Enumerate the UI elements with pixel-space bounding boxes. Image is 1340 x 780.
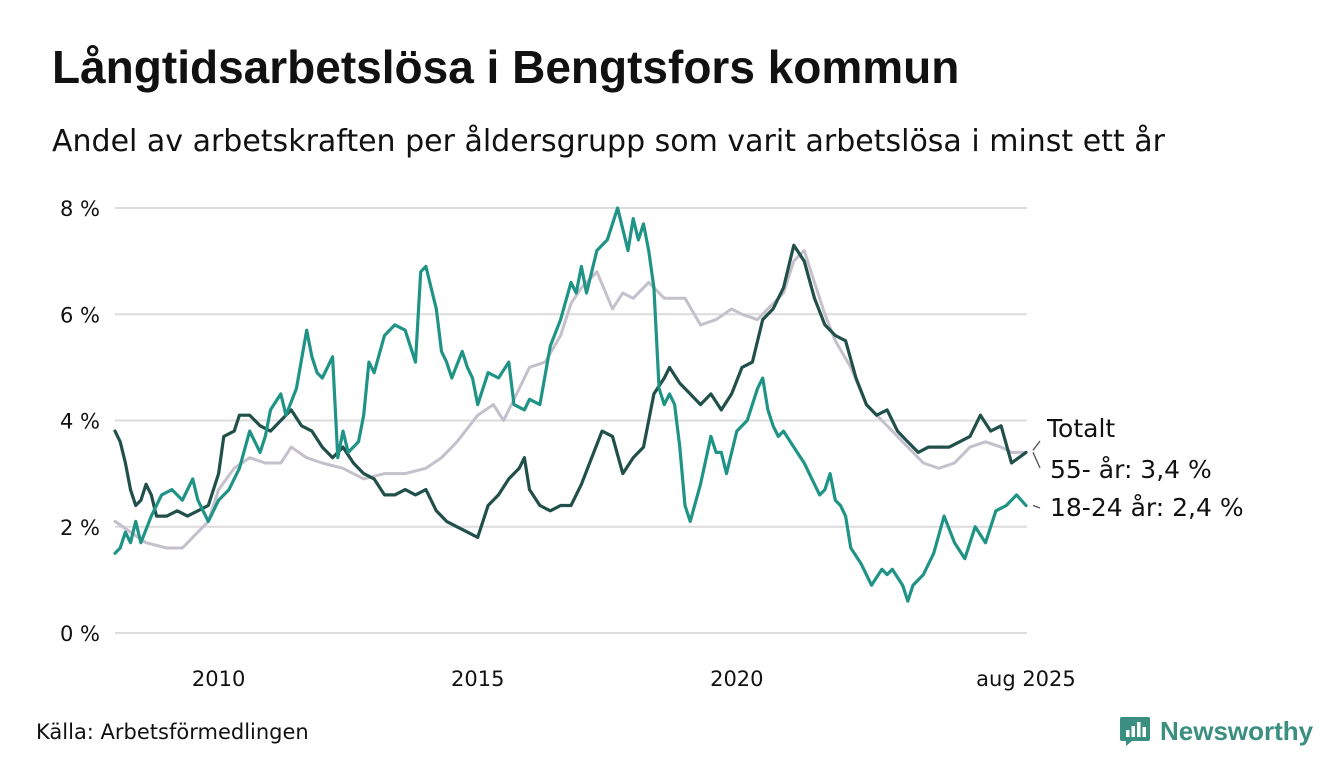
x-tick-label: aug 2025 xyxy=(976,667,1076,691)
series-leader-line xyxy=(1032,452,1041,469)
series-end-label: 55- år: 3,4 % xyxy=(1050,455,1212,484)
series-line xyxy=(113,206,1028,603)
series-leader-line xyxy=(1032,504,1041,509)
x-tick-label: 2020 xyxy=(710,667,763,691)
x-tick-label: 2015 xyxy=(451,667,504,691)
source-note: Källa: Arbetsförmedlingen xyxy=(36,720,309,744)
series-leader-line xyxy=(1032,440,1041,451)
brand-name: Newsworthy xyxy=(1160,715,1314,746)
brand-logo[interactable]: Newsworthy xyxy=(1118,713,1313,749)
chart-title: Långtidsarbetslösa i Bengtsfors kommun xyxy=(52,41,960,93)
y-tick-label: 6 % xyxy=(60,303,100,327)
series-end-label: 18-24 år: 2,4 % xyxy=(1050,493,1244,522)
y-tick-label: 8 % xyxy=(60,197,100,221)
series-line xyxy=(113,243,1028,539)
y-tick-label: 4 % xyxy=(60,410,100,434)
y-tick-label: 2 % xyxy=(60,516,100,540)
chart-subtitle: Andel av arbetskraften per åldersgrupp s… xyxy=(52,124,1165,159)
newsworthy-logo-icon xyxy=(1120,717,1150,746)
x-tick-label: 2010 xyxy=(192,667,245,691)
series-end-label: Totalt xyxy=(1046,414,1115,443)
y-tick-label: 0 % xyxy=(60,622,100,646)
